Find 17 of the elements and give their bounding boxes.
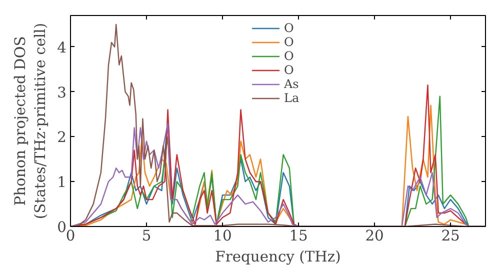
- x-tick-label: 25: [441, 228, 460, 244]
- y-axis-title: Phonon projected DOS (States/THz·primitive cell): [12, 22, 50, 220]
- legend-label: O: [284, 49, 295, 63]
- x-tick-label: 10: [213, 228, 232, 244]
- x-tick-label: 20: [365, 228, 384, 244]
- y-tick-label: 3: [57, 84, 67, 102]
- y-tick-label: 4: [57, 39, 67, 56]
- x-tick-label: 5: [142, 228, 152, 244]
- y-tick-label: 2: [57, 129, 67, 146]
- x-axis-title: Frequency (THz): [215, 248, 341, 266]
- legend-label: O: [284, 35, 295, 49]
- x-tick-label: 15: [289, 228, 308, 244]
- legend-label: As: [284, 77, 300, 91]
- y-tick-label: 1: [57, 174, 67, 192]
- legend-label: O: [284, 63, 295, 77]
- legend-label: La: [284, 91, 300, 105]
- legend-label: O: [284, 21, 295, 35]
